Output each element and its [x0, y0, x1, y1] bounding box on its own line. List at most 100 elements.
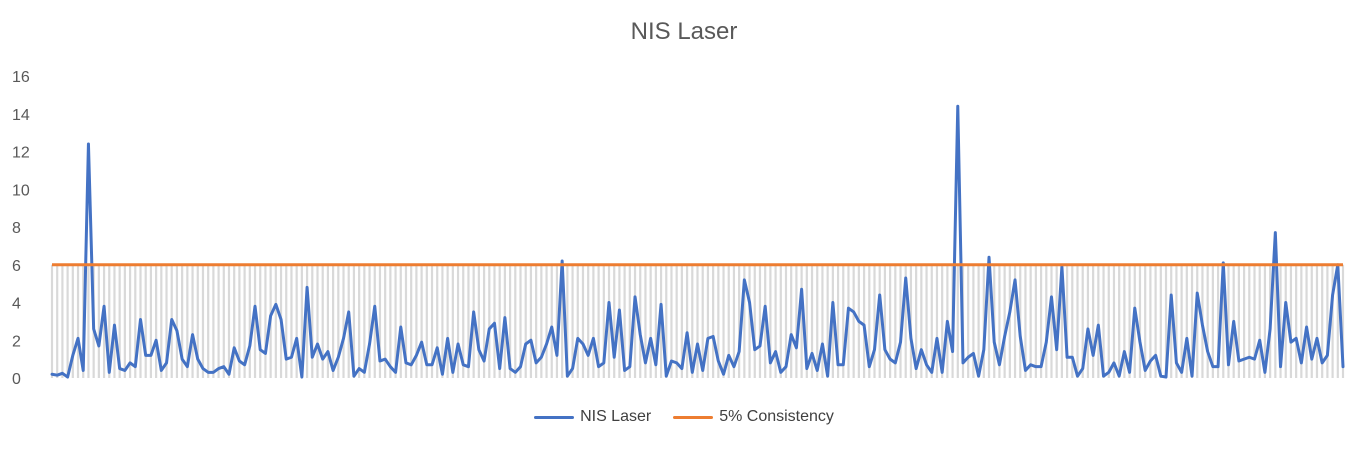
reference-bar	[1071, 264, 1074, 378]
reference-bar	[300, 264, 303, 378]
reference-bar	[899, 264, 902, 378]
reference-bar	[706, 264, 710, 378]
reference-bar	[175, 264, 179, 378]
reference-bar	[1206, 264, 1209, 378]
reference-bar	[149, 264, 153, 378]
reference-bar	[238, 264, 241, 378]
reference-bar	[1227, 264, 1230, 378]
reference-bar	[930, 264, 933, 378]
reference-bar	[290, 264, 293, 378]
reference-bar	[540, 264, 543, 378]
reference-bar	[1248, 264, 1251, 378]
reference-bar	[1211, 264, 1214, 378]
reference-bar	[800, 264, 803, 378]
reference-bar	[1253, 264, 1256, 378]
reference-bar	[1295, 264, 1298, 378]
reference-bar	[1341, 264, 1345, 378]
reference-bar	[1331, 264, 1334, 378]
reference-bar	[862, 264, 866, 378]
reference-bar	[144, 264, 147, 378]
legend-item-consistency: 5% Consistency	[673, 408, 834, 426]
reference-bar	[1175, 264, 1178, 378]
y-tick-label: 14	[12, 107, 30, 124]
reference-bar	[196, 264, 199, 378]
reference-bar	[982, 264, 985, 378]
reference-bar	[222, 264, 225, 378]
reference-bar	[248, 264, 251, 378]
reference-bar	[332, 264, 335, 378]
reference-bar	[76, 264, 80, 378]
reference-bar	[1289, 264, 1293, 378]
reference-bar	[233, 264, 236, 378]
reference-bar	[727, 264, 730, 378]
reference-bar	[66, 264, 69, 378]
reference-bar	[1284, 264, 1287, 378]
reference-bar	[1321, 264, 1324, 378]
reference-bar	[852, 264, 855, 378]
reference-bar	[285, 264, 288, 378]
reference-bar	[160, 264, 163, 378]
reference-bar	[1222, 264, 1225, 378]
reference-bar	[685, 264, 689, 378]
reference-bar	[1045, 264, 1048, 378]
reference-bar	[420, 264, 423, 378]
reference-bar	[566, 264, 569, 378]
reference-bar	[904, 264, 907, 378]
reference-bar	[1013, 264, 1017, 378]
reference-bar	[597, 264, 600, 378]
reference-bar	[477, 264, 480, 378]
reference-bar	[508, 264, 512, 378]
reference-bar	[128, 264, 132, 378]
reference-bar	[186, 264, 189, 378]
reference-bar	[274, 264, 277, 378]
reference-bar	[384, 264, 387, 378]
y-axis: 0 2 4 6 8 10 12 14 16	[12, 69, 30, 388]
reference-bar	[633, 264, 637, 378]
reference-bar	[665, 264, 668, 378]
reference-bar	[493, 264, 496, 378]
reference-bar	[1081, 264, 1084, 378]
y-tick-label: 12	[12, 145, 30, 162]
reference-bar	[56, 264, 59, 378]
reference-bar	[368, 264, 371, 378]
reference-bar	[967, 264, 970, 378]
reference-bar	[207, 264, 210, 378]
reference-bar	[1180, 264, 1183, 378]
reference-bar	[227, 264, 231, 378]
reference-bar	[602, 264, 605, 378]
reference-bar	[430, 264, 434, 378]
reference-bar	[1237, 264, 1240, 378]
reference-bar	[1242, 264, 1246, 378]
reference-bar	[259, 264, 262, 378]
reference-bar	[87, 264, 90, 378]
reference-bar	[613, 264, 616, 378]
reference-bar	[50, 264, 54, 378]
reference-bar	[1144, 264, 1147, 378]
reference-bar	[1060, 264, 1063, 378]
y-tick-label: 4	[12, 296, 21, 313]
reference-bar	[1039, 264, 1043, 378]
reference-bar	[1170, 264, 1173, 378]
reference-bar	[701, 264, 704, 378]
reference-bar	[1050, 264, 1053, 378]
reference-bar	[321, 264, 324, 378]
reference-bar	[1190, 264, 1194, 378]
reference-bar	[639, 264, 642, 378]
reference-bar	[1076, 264, 1079, 378]
legend-swatch-consistency	[673, 415, 714, 419]
reference-bar	[784, 264, 788, 378]
reference-bar	[1034, 264, 1037, 378]
reference-bar	[576, 264, 579, 378]
reference-bar	[436, 264, 439, 378]
reference-bar	[201, 264, 205, 378]
reference-bar	[1310, 264, 1313, 378]
reference-bar	[878, 264, 881, 378]
reference-bar	[519, 264, 522, 378]
reference-bar	[956, 264, 959, 378]
reference-bar	[181, 264, 184, 378]
reference-bar	[467, 264, 470, 378]
reference-bar	[836, 264, 840, 378]
reference-bar	[987, 264, 991, 378]
reference-bar	[998, 264, 1001, 378]
reference-bar	[456, 264, 460, 378]
